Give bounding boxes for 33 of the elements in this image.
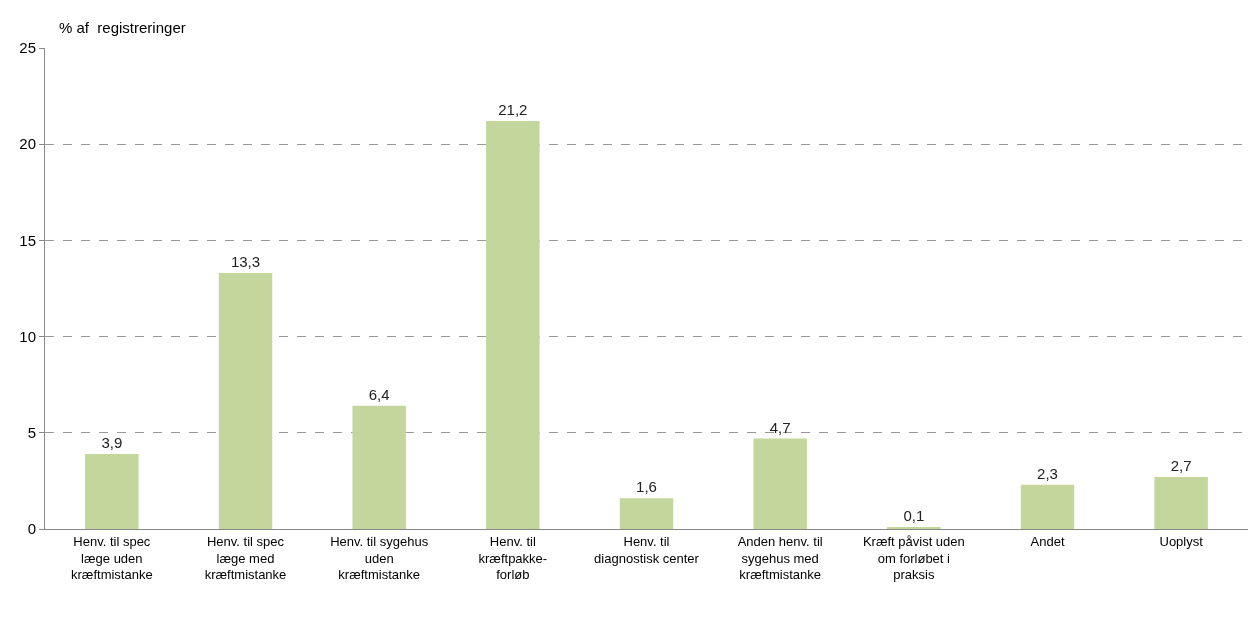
data-label: 0,1	[903, 507, 925, 524]
y-tick-label: 10	[19, 327, 36, 345]
y-tick-label: 20	[19, 135, 36, 153]
bar	[1154, 477, 1208, 529]
bar	[753, 438, 807, 529]
x-tick-label: Kræft påvist uden om forløbet i praksis	[862, 533, 965, 583]
data-label: 4,7	[769, 418, 791, 436]
y-axis-title: % af registreringer	[59, 19, 186, 36]
x-tick-label: Andet	[1030, 533, 1065, 549]
x-tick-label: Henv. til spec læge uden kræftmistanke	[71, 533, 153, 583]
bar	[352, 405, 406, 529]
bar	[85, 453, 139, 529]
bar	[486, 121, 540, 529]
y-tick-label: 15	[19, 231, 36, 249]
bar	[218, 273, 273, 529]
x-tick-label: Henv. til spec læge med kræftmistanke	[204, 533, 287, 583]
data-label: 3,9	[101, 433, 123, 451]
y-tick-label: 0	[27, 520, 36, 538]
data-label: 6,4	[368, 385, 390, 403]
data-label: 2,7	[1170, 457, 1192, 475]
data-label: 1,6	[636, 478, 657, 496]
x-tick-label: Anden henv. til sygehus med kræftmistanke	[737, 533, 823, 583]
y-tick-label: 25	[19, 39, 36, 57]
y-tick-label: 5	[27, 424, 36, 442]
bar	[1020, 484, 1075, 529]
data-label: 13,3	[230, 253, 261, 271]
x-tick-label: Uoplyst	[1159, 533, 1204, 549]
x-tick-label: Henv. til kræftpakke- forløb	[478, 533, 548, 583]
bar	[619, 498, 674, 529]
data-label: 21,2	[498, 101, 528, 119]
x-tick-label: Henv. til sygehus uden kræftmistanke	[330, 533, 429, 583]
x-tick-label: Henv. til diagnostisk center	[594, 533, 700, 566]
data-label: 2,3	[1037, 464, 1058, 482]
